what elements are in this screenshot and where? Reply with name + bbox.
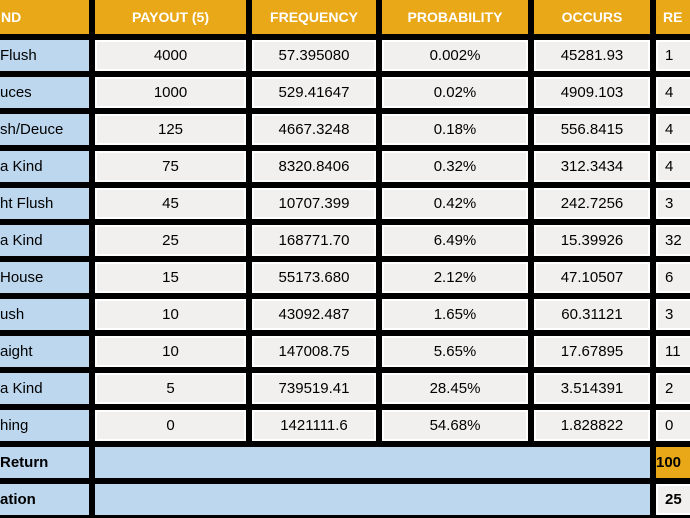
table-row: hing 0 1421111.6 54.68% 1.828822 0 [0, 404, 690, 447]
payout-cell: 25 [89, 219, 252, 262]
frequency-cell: 147008.75 [246, 330, 382, 373]
hand-cell: a Kind [0, 219, 95, 262]
probability-cell: 0.002% [376, 34, 534, 77]
table-row: a Kind 75 8320.8406 0.32% 312.3434 4 [0, 145, 690, 188]
hand-cell: Flush [0, 34, 95, 77]
frequency-cell: 4667.3248 [246, 108, 382, 151]
table-row: ush 10 43092.487 1.65% 60.31121 3 [0, 293, 690, 336]
probability-cell: 28.45% [376, 367, 534, 410]
occurs-cell: 60.31121 [528, 293, 656, 336]
probability-cell: 0.18% [376, 108, 534, 151]
header-row: ND PAYOUT (5) FREQUENCY PROBABILITY OCCU… [0, 0, 690, 40]
hand-cell: House [0, 256, 95, 299]
payout-cell: 75 [89, 145, 252, 188]
return-cell: 1 [650, 34, 690, 77]
hand-cell: ht Flush [0, 182, 95, 225]
col-header-frequency: FREQUENCY [246, 0, 382, 40]
occurs-cell: 17.67895 [528, 330, 656, 373]
total-return-value: 100 [650, 441, 690, 484]
table-row: sh/Deuce 125 4667.3248 0.18% 556.8415 4 [0, 108, 690, 151]
probability-cell: 6.49% [376, 219, 534, 262]
hand-cell: uces [0, 71, 95, 114]
return-cell: 3 [650, 182, 690, 225]
return-cell: 4 [650, 145, 690, 188]
frequency-cell: 10707.399 [246, 182, 382, 225]
hand-cell: a Kind [0, 367, 95, 410]
table-row: uces 1000 529.41647 0.02% 4909.103 4 [0, 71, 690, 114]
hand-cell: hing [0, 404, 95, 447]
col-header-occurs: OCCURS [528, 0, 656, 40]
summary-label: ation [0, 478, 95, 518]
summary-spacer [89, 478, 656, 518]
summary-label: Return [0, 441, 95, 484]
table-row: a Kind 5 739519.41 28.45% 3.514391 2 [0, 367, 690, 410]
col-header-probability: PROBABILITY [376, 0, 534, 40]
table-row: House 15 55173.680 2.12% 47.10507 6 [0, 256, 690, 299]
col-header-return: RE [650, 0, 690, 40]
payout-cell: 10 [89, 330, 252, 373]
occurs-cell: 45281.93 [528, 34, 656, 77]
payout-cell: 4000 [89, 34, 252, 77]
probability-cell: 0.42% [376, 182, 534, 225]
frequency-cell: 57.395080 [246, 34, 382, 77]
occurs-cell: 242.7256 [528, 182, 656, 225]
return-cell: 4 [650, 71, 690, 114]
probability-cell: 54.68% [376, 404, 534, 447]
payout-cell: 10 [89, 293, 252, 336]
frequency-cell: 43092.487 [246, 293, 382, 336]
hand-cell: a Kind [0, 145, 95, 188]
payout-cell: 45 [89, 182, 252, 225]
probability-cell: 2.12% [376, 256, 534, 299]
deviation-value: 25 [650, 478, 690, 518]
occurs-cell: 47.10507 [528, 256, 656, 299]
probability-cell: 0.32% [376, 145, 534, 188]
occurs-cell: 4909.103 [528, 71, 656, 114]
occurs-cell: 15.39926 [528, 219, 656, 262]
frequency-cell: 8320.8406 [246, 145, 382, 188]
payout-cell: 125 [89, 108, 252, 151]
frequency-cell: 1421111.6 [246, 404, 382, 447]
probability-cell: 5.65% [376, 330, 534, 373]
payout-cell: 5 [89, 367, 252, 410]
table-row: a Kind 25 168771.70 6.49% 15.39926 32 [0, 219, 690, 262]
return-cell: 6 [650, 256, 690, 299]
frequency-cell: 168771.70 [246, 219, 382, 262]
hand-cell: sh/Deuce [0, 108, 95, 151]
occurs-cell: 312.3434 [528, 145, 656, 188]
table-row: ht Flush 45 10707.399 0.42% 242.7256 3 [0, 182, 690, 225]
frequency-cell: 529.41647 [246, 71, 382, 114]
summary-row-total-return: Return 100 [0, 441, 690, 484]
probability-cell: 0.02% [376, 71, 534, 114]
summary-spacer [89, 441, 656, 484]
payout-cell: 0 [89, 404, 252, 447]
occurs-cell: 3.514391 [528, 367, 656, 410]
summary-row-deviation: ation 25 [0, 478, 690, 518]
hand-cell: aight [0, 330, 95, 373]
occurs-cell: 1.828822 [528, 404, 656, 447]
frequency-cell: 739519.41 [246, 367, 382, 410]
return-cell: 0 [650, 404, 690, 447]
occurs-cell: 556.8415 [528, 108, 656, 151]
return-cell: 32 [650, 219, 690, 262]
return-cell: 3 [650, 293, 690, 336]
return-cell: 11 [650, 330, 690, 373]
col-header-payout: PAYOUT (5) [89, 0, 252, 40]
return-cell: 2 [650, 367, 690, 410]
col-header-hand: ND [0, 0, 95, 40]
probability-cell: 1.65% [376, 293, 534, 336]
frequency-cell: 55173.680 [246, 256, 382, 299]
payout-cell: 15 [89, 256, 252, 299]
return-cell: 4 [650, 108, 690, 151]
payout-cell: 1000 [89, 71, 252, 114]
table-row: aight 10 147008.75 5.65% 17.67895 11 [0, 330, 690, 373]
hand-cell: ush [0, 293, 95, 336]
table-row: Flush 4000 57.395080 0.002% 45281.93 1 [0, 34, 690, 77]
